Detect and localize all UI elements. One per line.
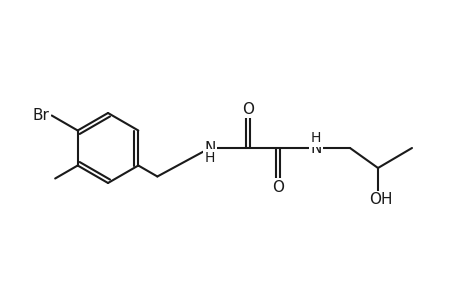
Text: N: N: [310, 140, 321, 155]
Text: O: O: [271, 179, 283, 194]
Text: H: H: [204, 151, 215, 165]
Text: N: N: [204, 140, 215, 155]
Text: OH: OH: [369, 193, 392, 208]
Text: O: O: [241, 101, 253, 116]
Text: H: H: [310, 131, 320, 145]
Text: Br: Br: [33, 108, 50, 123]
